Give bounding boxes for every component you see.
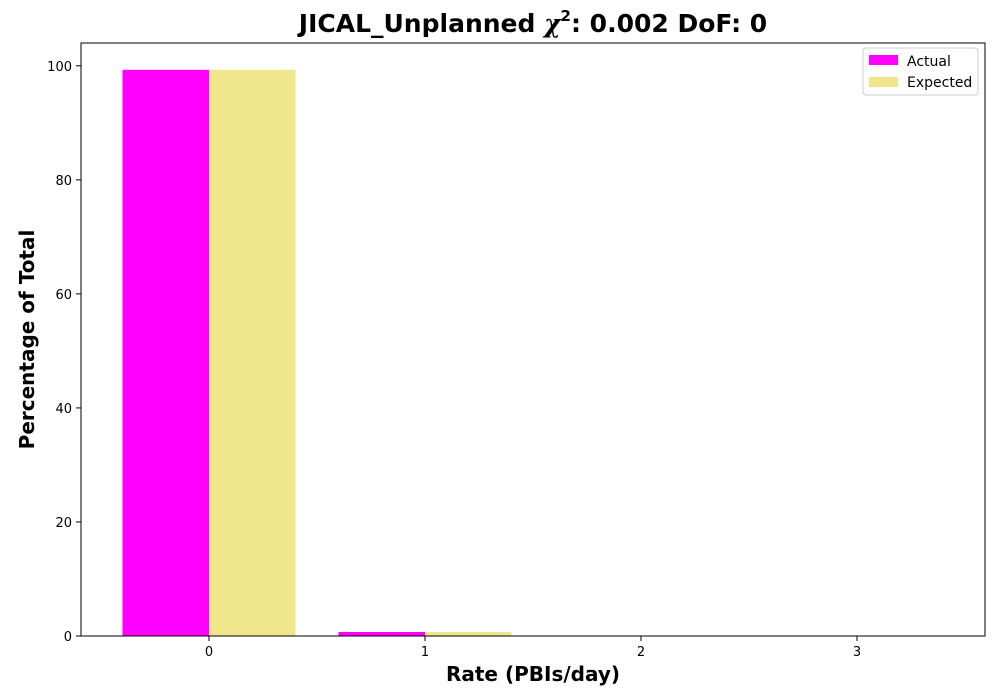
legend: Actual Expected bbox=[862, 47, 979, 96]
y-axis-ticks: 0 20 40 60 80 100 bbox=[47, 60, 81, 645]
x-tick-label: 2 bbox=[637, 645, 645, 660]
y-tick-label: 20 bbox=[55, 516, 72, 531]
legend-swatch-actual bbox=[869, 55, 898, 65]
plot-frame bbox=[80, 42, 986, 637]
bar-expected-1 bbox=[425, 632, 512, 636]
chart-title-chi: χ bbox=[542, 9, 562, 38]
y-tick-label: 40 bbox=[55, 402, 72, 417]
chart-title: JICAL_Unplanned χ2: 0.002 DoF: 0 bbox=[297, 7, 767, 38]
legend-label-actual: Actual bbox=[907, 54, 951, 70]
bar-actual-1 bbox=[338, 632, 425, 636]
x-tick-label: 0 bbox=[205, 645, 213, 660]
chart-title-prefix: JICAL_Unplanned bbox=[297, 9, 544, 38]
legend-swatch-expected bbox=[869, 77, 898, 87]
chart-title-suffix: : 0.002 DoF: 0 bbox=[571, 9, 767, 38]
legend-label-expected: Expected bbox=[907, 75, 972, 91]
x-tick-label: 3 bbox=[853, 645, 861, 660]
bar-actual-0 bbox=[122, 69, 209, 636]
bars-group bbox=[122, 69, 512, 636]
y-tick-label: 60 bbox=[55, 288, 72, 303]
y-axis-label: Percentage of Total bbox=[15, 230, 39, 450]
bar-expected-0 bbox=[209, 69, 296, 636]
x-axis-ticks: 0 1 2 3 bbox=[205, 636, 861, 660]
y-tick-label: 0 bbox=[64, 630, 72, 645]
x-axis-label: Rate (PBIs/day) bbox=[446, 662, 620, 686]
y-tick-label: 100 bbox=[47, 60, 72, 75]
chart-title-superscript: 2 bbox=[561, 7, 571, 25]
x-tick-label: 1 bbox=[421, 645, 429, 660]
y-tick-label: 80 bbox=[55, 174, 72, 189]
